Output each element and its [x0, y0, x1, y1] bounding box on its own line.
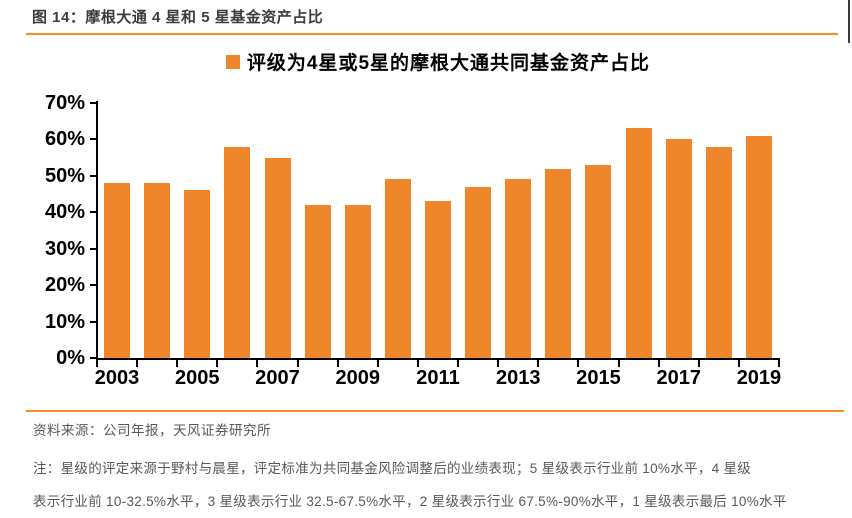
chart-legend: 评级为4星或5星的摩根大通共同基金资产占比	[97, 48, 779, 75]
x-tick-label: 2019	[736, 367, 782, 389]
bar-2017	[665, 139, 692, 358]
bar-2011	[425, 201, 451, 358]
bar-2003	[104, 183, 131, 358]
x-tick-label: 2011	[416, 367, 460, 389]
x-axis-tick	[96, 360, 98, 367]
y-tick-label: 50%	[44, 164, 85, 187]
bar-2010	[384, 179, 411, 358]
bar-2007	[264, 158, 291, 358]
y-tick-label: 40%	[44, 201, 85, 224]
x-axis-tick	[577, 360, 579, 367]
x-axis-tick	[337, 360, 339, 367]
y-tick-label: 70%	[44, 92, 85, 114]
x-axis-tick	[497, 360, 499, 367]
bar-2004	[144, 183, 171, 358]
x-axis-tick	[618, 360, 620, 367]
bar-2012	[465, 187, 492, 358]
y-tick-label: 30%	[44, 237, 85, 260]
x-axis-tick	[176, 360, 178, 367]
figure-caption: 图 14：摩根大通 4 星和 5 星基金资产占比	[32, 9, 324, 26]
bar-2006	[224, 147, 251, 358]
x-axis-tick	[537, 360, 539, 367]
x-tick-label: 2005	[175, 367, 220, 389]
y-axis	[96, 101, 98, 360]
footnote-line-2: 表示行业前 10-32.5%水平，3 星级表示行业 32.5-67.5%水平，2…	[33, 494, 787, 509]
y-tick-label: 10%	[44, 310, 85, 333]
y-axis-tick	[90, 138, 97, 141]
y-tick-label: 0%	[56, 347, 85, 369]
bar-2013	[505, 179, 532, 358]
x-axis-tick	[658, 360, 660, 367]
bar-2008	[304, 205, 331, 358]
x-axis-tick	[778, 360, 780, 367]
x-axis-tick	[377, 360, 379, 367]
x-tick-label: 2003	[94, 367, 140, 389]
y-axis-tick	[90, 174, 97, 177]
bottom-divider-rule	[26, 410, 844, 412]
y-tick-label: 60%	[44, 128, 85, 151]
x-tick-label: 2015	[576, 367, 621, 389]
x-axis-tick	[457, 360, 459, 367]
x-tick-label: 2009	[335, 367, 381, 389]
bar-2019	[745, 136, 772, 358]
x-axis-tick	[136, 360, 138, 367]
bar-2009	[344, 205, 371, 358]
page-border-line	[848, 0, 850, 43]
x-tick-label: 2007	[255, 367, 300, 389]
y-axis-tick	[90, 320, 97, 323]
x-tick-label: 2013	[495, 367, 541, 389]
x-axis-tick	[297, 360, 299, 367]
x-axis-tick	[417, 360, 419, 367]
y-axis-tick	[90, 247, 97, 250]
y-axis-tick	[90, 211, 97, 214]
y-axis-tick	[90, 284, 97, 287]
x-axis-tick	[738, 360, 740, 367]
x-tick-label: 2017	[656, 367, 701, 389]
bar-2014	[545, 169, 572, 358]
x-axis-tick	[698, 360, 700, 367]
bar-2005	[184, 190, 211, 358]
bar-2018	[705, 147, 732, 358]
y-axis-tick	[90, 357, 97, 359]
legend-color-marker	[225, 54, 240, 69]
bar-2015	[585, 165, 612, 358]
y-axis-tick	[90, 102, 97, 104]
bar-2016	[625, 128, 652, 358]
legend-series-label: 评级为4星或5星的摩根大通共同基金资产占比	[246, 53, 651, 74]
x-axis-tick	[256, 360, 258, 367]
footnote-line-1: 注：星级的评定来源于野村与晨星，评定标准为共同基金风险调整后的业绩表现；5 星级…	[33, 461, 752, 476]
y-tick-label: 20%	[44, 274, 85, 297]
x-axis	[96, 358, 780, 360]
x-axis-tick	[216, 360, 218, 367]
footnote: 注：星级的评定来源于野村与晨星，评定标准为共同基金风险调整后的业绩表现；5 星级…	[33, 452, 841, 518]
source-note: 资料来源：公司年报，天风证券研究所	[33, 423, 271, 438]
top-divider-rule	[26, 33, 838, 35]
